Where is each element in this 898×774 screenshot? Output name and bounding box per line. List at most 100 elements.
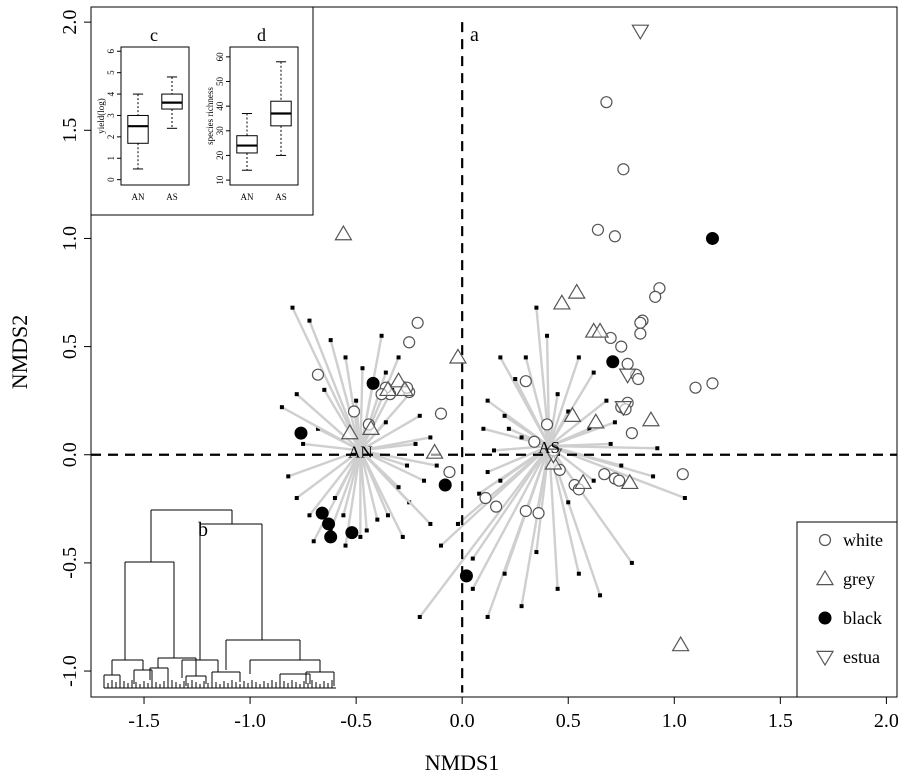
x-tick-label: -1.0 xyxy=(234,710,266,732)
site-point xyxy=(591,370,596,375)
site-point xyxy=(534,550,539,555)
spider-line xyxy=(333,449,362,499)
inset-y-tick-label: 60 xyxy=(215,52,225,62)
spider-line xyxy=(359,368,364,451)
site-point xyxy=(311,539,316,544)
point-grey xyxy=(563,406,582,423)
site-point xyxy=(555,586,560,591)
site-point xyxy=(354,398,359,403)
point-white xyxy=(598,468,611,481)
panel-label-d: d xyxy=(257,25,266,45)
site-point xyxy=(383,370,388,375)
inset-y-tick-label: 50 xyxy=(215,77,225,87)
x-tick-label: -1.5 xyxy=(128,710,160,732)
legend-marker-estua xyxy=(815,650,835,667)
spider-line xyxy=(487,444,550,474)
spider-line xyxy=(418,445,551,618)
inset-y-tick-label: 5 xyxy=(106,70,116,75)
spider-line xyxy=(359,389,394,451)
site-point xyxy=(608,441,613,446)
point-white xyxy=(528,435,541,448)
y-tick-label: 0.0 xyxy=(59,442,81,467)
point-black xyxy=(294,426,308,440)
site-point xyxy=(400,534,405,539)
point-estua xyxy=(618,368,637,384)
spider-line xyxy=(359,414,421,452)
site-point xyxy=(502,413,507,418)
spider-line xyxy=(440,445,550,547)
point-grey xyxy=(448,348,467,364)
inset-y-tick-label: 0 xyxy=(106,177,116,182)
spider-line xyxy=(359,449,400,489)
site-point xyxy=(360,366,365,371)
site-point xyxy=(396,485,401,490)
inset-y-axis-title: yield(log) xyxy=(96,98,106,134)
site-point xyxy=(422,478,427,483)
point-white xyxy=(591,223,605,236)
spider-line xyxy=(359,383,375,451)
point-white xyxy=(540,418,554,431)
legend: white grey black estua xyxy=(815,530,883,667)
spider-line xyxy=(547,393,559,447)
inset-y-tick-label: 40 xyxy=(215,101,225,111)
site-point xyxy=(328,338,333,343)
site-point xyxy=(566,409,571,414)
point-black xyxy=(322,517,336,531)
point-white xyxy=(479,491,492,505)
point-white xyxy=(604,331,617,345)
inset-y-tick-label: 2 xyxy=(106,135,116,140)
inset-y-tick-label: 4 xyxy=(106,91,116,96)
point-white xyxy=(608,230,622,243)
spider-line xyxy=(503,414,550,448)
y-tick-label: -0.5 xyxy=(59,547,81,579)
site-point xyxy=(576,355,581,360)
point-grey xyxy=(389,372,408,388)
x-tick-label: 0.0 xyxy=(450,710,475,732)
site-point xyxy=(555,392,560,397)
x-tick-label: 1.0 xyxy=(662,710,687,732)
spider-line xyxy=(359,450,379,520)
site-point xyxy=(417,614,422,619)
spider-line xyxy=(499,445,550,482)
spider-line xyxy=(323,389,362,452)
spider-line xyxy=(471,445,551,590)
spider-line xyxy=(549,442,611,448)
site-point xyxy=(591,478,596,483)
spider-line xyxy=(547,446,559,589)
spider-line xyxy=(535,445,551,516)
site-point xyxy=(629,560,634,565)
y-tick-label: 1.0 xyxy=(59,226,81,251)
site-point xyxy=(485,614,490,619)
site-point xyxy=(470,586,475,591)
point-black xyxy=(459,569,473,583)
box-AN xyxy=(127,114,149,144)
spider-line xyxy=(342,450,362,516)
point-white xyxy=(621,357,634,370)
point-black xyxy=(324,530,338,544)
site-point xyxy=(498,355,503,360)
inset-y-tick-label: 10 xyxy=(215,175,225,185)
site-point xyxy=(604,398,609,403)
site-point xyxy=(576,571,581,576)
site-point xyxy=(385,513,390,518)
site-point xyxy=(519,604,524,609)
point-grey xyxy=(586,413,605,429)
site-point xyxy=(396,355,401,360)
site-point xyxy=(651,474,656,479)
site-point xyxy=(428,435,433,440)
site-point xyxy=(470,556,475,561)
point-black xyxy=(366,376,380,390)
point-white xyxy=(519,504,532,518)
legend-label-estua: estua xyxy=(843,647,880,667)
spider-line xyxy=(360,449,408,467)
site-point xyxy=(545,333,550,338)
point-grey xyxy=(671,635,690,652)
x-tick-label: 1.5 xyxy=(768,710,793,732)
site-point xyxy=(498,478,503,483)
point-estua xyxy=(544,448,563,464)
y-tick-label: 0.5 xyxy=(59,334,81,359)
site-point xyxy=(290,305,295,310)
inset-y-tick-label: 3 xyxy=(106,113,116,118)
site-point xyxy=(598,593,603,598)
x-tick-label: 2.0 xyxy=(874,710,898,732)
